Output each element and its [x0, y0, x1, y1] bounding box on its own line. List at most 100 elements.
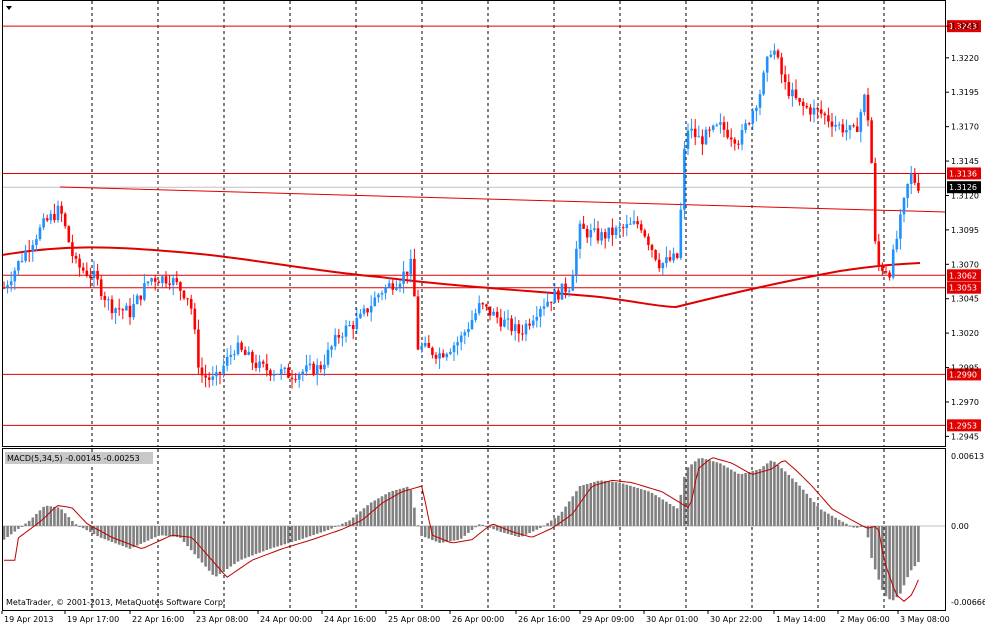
macd-bar [355, 514, 359, 526]
macd-bar [830, 515, 834, 526]
candle-body [834, 124, 837, 127]
macd-bar [139, 525, 143, 544]
macd-bar [20, 525, 24, 527]
macd-bar [114, 525, 117, 544]
candle-body [402, 271, 405, 284]
candle-body [801, 101, 805, 106]
macd-bar [42, 506, 45, 526]
macd-bar [229, 525, 233, 567]
macd-bar [175, 525, 179, 538]
candle-body [168, 283, 171, 285]
macd-bar [585, 483, 589, 526]
candle-body [258, 361, 261, 368]
macd-bar [463, 525, 467, 536]
macd-bar [402, 487, 405, 526]
macd-bar [593, 481, 596, 526]
macd-bar [373, 500, 377, 526]
candle-body [708, 129, 711, 131]
macd-bar [211, 525, 215, 575]
macd-bar [884, 525, 888, 597]
candle-body [618, 227, 621, 229]
macd-bar [704, 459, 708, 526]
macd-bar [726, 467, 729, 526]
candle-body [765, 56, 769, 73]
triangle-down-icon[interactable] [6, 6, 12, 10]
price-level-tag [947, 281, 981, 294]
macd-bar [53, 506, 56, 526]
macd-bar [899, 525, 902, 594]
x-tick-label: 29 Apr 09:00 [582, 615, 634, 624]
candle-body [261, 361, 265, 364]
candle-body [863, 94, 866, 113]
candle-body [870, 120, 873, 164]
candle-body [287, 367, 290, 378]
candle-body [413, 258, 416, 297]
candle-body [398, 283, 402, 288]
macd-bar [719, 463, 722, 526]
macd-bar [161, 525, 164, 536]
candle-body [805, 105, 809, 108]
macd-bar [222, 525, 225, 572]
macd-bar [866, 525, 870, 538]
candle-body [827, 115, 830, 122]
macd-bar [96, 525, 99, 537]
macd-bar [837, 519, 841, 526]
macd-bar [729, 469, 733, 526]
candle-body [305, 365, 308, 372]
macd-bar [78, 525, 81, 527]
macd-bar [535, 525, 539, 530]
candle-body [78, 258, 81, 268]
macd-bar [708, 460, 711, 526]
macd-bar [225, 525, 229, 569]
macd-bar [697, 458, 701, 526]
macd-bar [477, 524, 481, 526]
macd-bar [269, 525, 272, 549]
macd-bar [413, 507, 416, 526]
macd-bar [827, 513, 830, 526]
macd-bar [107, 525, 110, 541]
candle-body [643, 230, 647, 237]
candle-body [431, 347, 434, 355]
macd-bar [71, 520, 74, 526]
candle-body [434, 354, 438, 359]
macd-bar [521, 525, 524, 537]
macd-bar [395, 489, 398, 526]
candle-body [787, 81, 791, 97]
copyright-text: MetaTrader, © 2001-2013, MetaQuotes Soft… [6, 598, 225, 607]
candle-body [657, 259, 661, 269]
candle-body [557, 290, 560, 300]
macd-bar [816, 506, 819, 526]
macd-bar [614, 482, 618, 526]
candle-body [596, 228, 600, 241]
candle-body [121, 309, 125, 311]
macd-bar [434, 525, 438, 542]
candle-body [895, 238, 899, 250]
macd-bar [773, 461, 776, 526]
candle-body [265, 363, 269, 371]
candle-body [182, 290, 186, 299]
macd-bar [531, 525, 535, 532]
candle-body [215, 372, 218, 377]
macd-bar [600, 480, 603, 526]
candle-body [470, 319, 474, 329]
macd-bar [791, 478, 794, 526]
macd-bar [578, 486, 582, 526]
macd-bar [607, 481, 611, 526]
candle-body [377, 294, 380, 298]
candle-body [333, 335, 337, 347]
macd-bar [873, 525, 877, 570]
candle-body [146, 281, 150, 284]
candle-body [625, 224, 629, 228]
candle-body [189, 298, 193, 309]
candle-body [913, 173, 917, 183]
candle-body [729, 137, 733, 140]
candle-body [506, 318, 510, 320]
candle-body [909, 173, 913, 184]
trend-line[interactable] [59, 186, 946, 213]
candle-body [13, 270, 17, 282]
candle-body [848, 125, 852, 130]
macd-bar [794, 482, 798, 526]
macd-bar [56, 507, 60, 526]
y-tick-label: 1.3195 [951, 88, 979, 97]
